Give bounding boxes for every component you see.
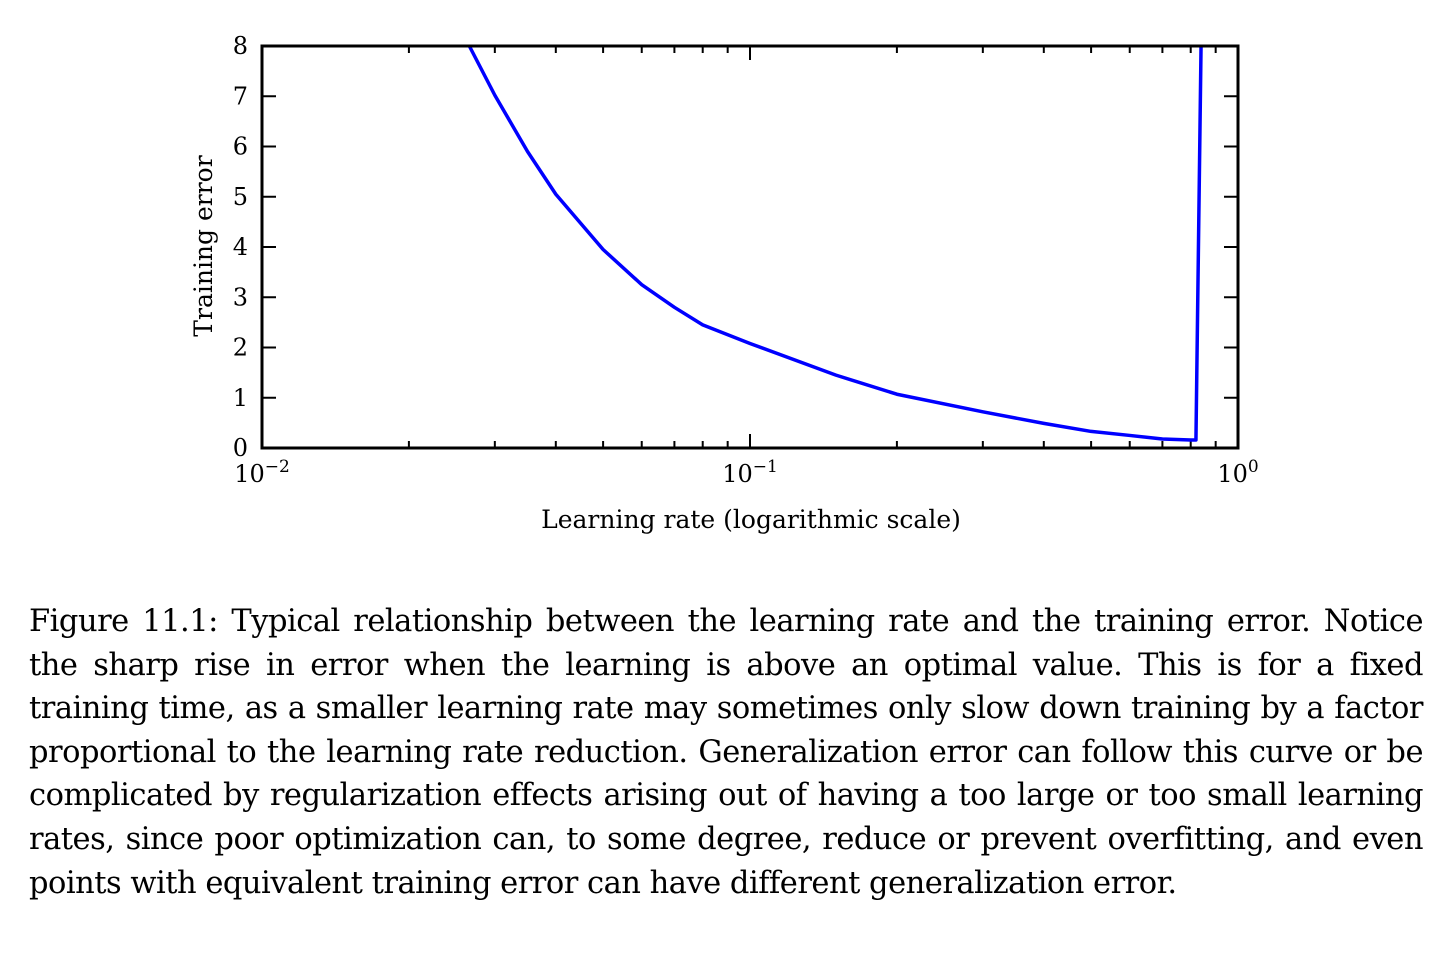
y-tick-label: 6	[233, 133, 248, 161]
y-tick-label: 5	[233, 183, 248, 211]
axis-ticks	[262, 46, 1238, 448]
y-tick-label: 4	[233, 233, 248, 261]
y-tick-label: 2	[233, 334, 248, 362]
figure-caption: Figure 11.1: Typical relationship betwee…	[29, 604, 1424, 901]
y-tick-label: 8	[233, 32, 248, 60]
x-axis-label: Learning rate (logarithmic scale)	[541, 505, 961, 534]
y-tick-label: 1	[233, 384, 248, 412]
x-tick-label: 100	[1217, 457, 1258, 488]
y-tick-labels: 0 1 2 3 4 5 6 7 8	[233, 32, 248, 462]
x-tick-labels: 10−2 10−1 100	[234, 457, 1258, 488]
y-axis-label: Training error	[189, 155, 218, 336]
y-tick-label: 7	[233, 82, 248, 110]
x-tick-label: 10−2	[234, 457, 290, 488]
learning-rate-chart: 0 1 2 3 4 5 6 7 8 10−2 10−1 100 Learning rate (log…	[189, 32, 1259, 534]
y-tick-label: 0	[233, 434, 248, 462]
y-tick-label: 3	[233, 283, 248, 311]
training-error-curve	[467, 45, 1203, 442]
x-tick-label: 10−1	[722, 457, 778, 488]
plot-frame	[260, 44, 1240, 450]
